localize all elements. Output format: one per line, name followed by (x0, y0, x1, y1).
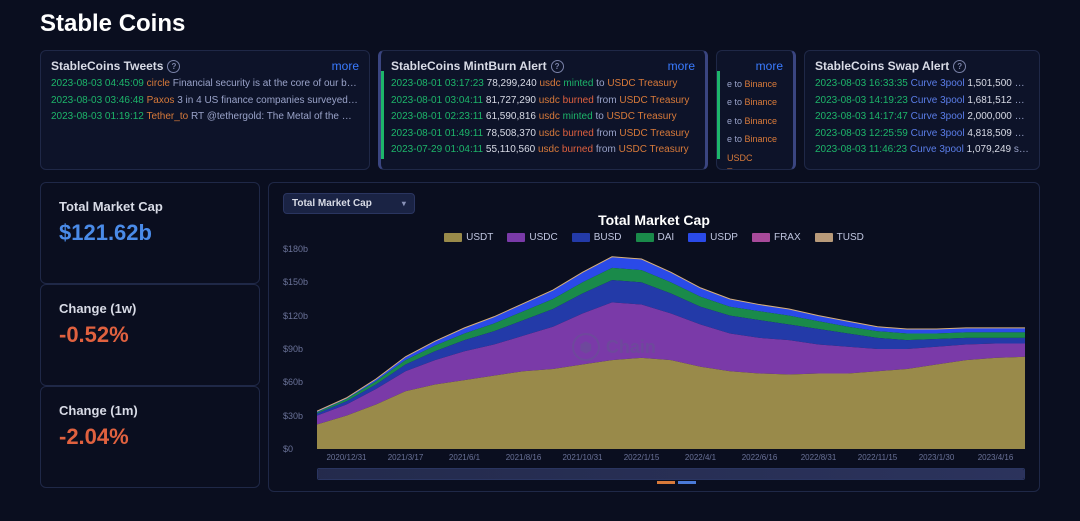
stats-column: Total Market Cap $121.62b Change (1w) -0.52… (40, 182, 260, 492)
x-tick-label: 2022/11/15 (848, 453, 907, 462)
x-tick-label: 2022/8/31 (789, 453, 848, 462)
swap-line[interactable]: 2023-08-03 12:25:59 Curve 3pool 4,818,50… (815, 127, 1029, 142)
mintburn-line[interactable]: 2023-07-29 01:04:11 55,110,560 usdc burn… (391, 143, 695, 158)
legend-item[interactable]: BUSD (572, 232, 622, 243)
legend-item[interactable]: TUSD (815, 232, 864, 243)
x-axis-labels: 2020/12/312021/3/172021/6/12021/8/162021… (317, 453, 1025, 462)
mintburn-more[interactable]: more (668, 59, 695, 73)
chevron-down-icon: ▾ (402, 199, 406, 208)
y-tick-label: $150b (283, 277, 308, 287)
range-scrollbar[interactable] (317, 468, 1025, 480)
legend-item[interactable]: FRAX (752, 232, 801, 243)
transfer-line[interactable]: e to Binance (727, 132, 783, 146)
mintburn-line[interactable]: 2023-08-01 03:04:11 81,727,290 usdc burn… (391, 94, 695, 109)
transfer-line[interactable]: e to Binance (727, 77, 783, 91)
x-tick-label: 2021/8/16 (494, 453, 553, 462)
x-tick-label: 2021/3/17 (376, 453, 435, 462)
mintburn-title: StableCoins MintBurn Alert ? (391, 59, 564, 73)
stat-value: -2.04% (59, 424, 241, 450)
chart-title: Total Market Cap (283, 212, 1025, 228)
y-tick-label: $120b (283, 311, 308, 321)
chart-metric-selector[interactable]: Total Market Cap ▾ (283, 193, 415, 214)
swap-line[interactable]: 2023-08-03 14:19:23 Curve 3pool 1,681,51… (815, 94, 1029, 109)
x-tick-label: 2022/6/16 (730, 453, 789, 462)
swap-card: StableCoins Swap Alert ? 2023-08-03 16:3… (804, 50, 1040, 170)
mintburn-line[interactable]: 2023-08-01 01:49:11 78,508,370 usdc burn… (391, 127, 695, 142)
tweet-line[interactable]: 2023-08-03 03:46:48 Paxos 3 in 4 US fina… (51, 94, 359, 109)
watermark: ⬢Chain (572, 333, 656, 361)
tweet-line[interactable]: 2023-08-03 04:45:09 circle Financial sec… (51, 77, 359, 92)
x-tick-label: 2020/12/31 (317, 453, 376, 462)
legend-item[interactable]: USDP (688, 232, 738, 243)
y-tick-label: $180b (283, 244, 308, 254)
legend-item[interactable]: USDT (444, 232, 493, 243)
x-tick-label: 2022/4/1 (671, 453, 730, 462)
main-row: Total Market Cap $121.62b Change (1w) -0.52… (40, 182, 1040, 492)
stat-label: Total Market Cap (59, 199, 241, 214)
mintburn-line[interactable]: 2023-08-01 03:17:23 78,299,240 usdc mint… (391, 77, 695, 92)
legend-item[interactable]: USDC (507, 232, 557, 243)
page-title: Stable Coins (40, 10, 1040, 38)
transfer-line[interactable]: e to Binance (727, 95, 783, 109)
tweets-more[interactable]: more (332, 59, 359, 73)
transfer-line[interactable]: e to Binance (727, 114, 783, 128)
mintburn-line[interactable]: 2023-08-01 02:23:11 61,590,816 usdc mint… (391, 110, 695, 125)
y-tick-label: $0 (283, 444, 293, 454)
y-tick-label: $60b (283, 377, 303, 387)
tweet-line[interactable]: 2023-08-03 01:19:12 Tether_to RT @tether… (51, 110, 359, 125)
swap-line[interactable]: 2023-08-03 11:46:23 Curve 3pool 1,079,24… (815, 143, 1029, 158)
transfer-line[interactable]: USDC Treasury to (727, 151, 783, 170)
stacked-area-chart (317, 249, 1025, 449)
x-tick-label: 2021/6/1 (435, 453, 494, 462)
x-tick-label: 2022/1/15 (612, 453, 671, 462)
swap-line[interactable]: 2023-08-03 14:17:47 Curve 3pool 2,000,00… (815, 110, 1029, 125)
tweets-card: StableCoins Tweets ? more 2023-08-03 04:… (40, 50, 370, 170)
swap-line[interactable]: 2023-08-03 16:33:35 Curve 3pool 1,501,50… (815, 77, 1029, 92)
legend-item[interactable]: DAI (636, 232, 675, 243)
x-tick-label: 2023/1/30 (907, 453, 966, 462)
alerts-row: StableCoins Tweets ? more 2023-08-03 04:… (40, 50, 1040, 170)
x-tick-label: 2023/4/16 (966, 453, 1025, 462)
stat-label: Change (1w) (59, 301, 241, 316)
stat-card: Change (1m) -2.04% (40, 386, 260, 488)
y-tick-label: $30b (283, 411, 303, 421)
swap-title: StableCoins Swap Alert ? (815, 59, 966, 73)
stat-value: $121.62b (59, 220, 241, 246)
mintburn-card: StableCoins MintBurn Alert ? more 2023-0… (378, 50, 708, 170)
transfer-more[interactable]: more (756, 59, 783, 73)
help-icon[interactable]: ? (953, 60, 966, 73)
stat-value: -0.52% (59, 322, 241, 348)
help-icon[interactable]: ? (167, 60, 180, 73)
chart-area[interactable]: $180b$150b$120b$90b$60b$30b$0 ⬢Chain (317, 249, 1025, 449)
stat-card: Change (1w) -0.52% (40, 284, 260, 386)
help-icon[interactable]: ? (551, 60, 564, 73)
x-tick-label: 2021/10/31 (553, 453, 612, 462)
stat-card: Total Market Cap $121.62b (40, 182, 260, 284)
y-tick-label: $90b (283, 344, 303, 354)
stat-label: Change (1m) (59, 403, 241, 418)
chart-legend: USDT USDC BUSD DAI USDP FRAX TUSD (283, 232, 1025, 243)
chart-card: Total Market Cap ▾ Total Market Cap USDT… (268, 182, 1040, 492)
tweets-title: StableCoins Tweets ? (51, 59, 180, 73)
transfer-peek-card: more e to Binance e to Binance e to Binanc… (716, 50, 796, 170)
